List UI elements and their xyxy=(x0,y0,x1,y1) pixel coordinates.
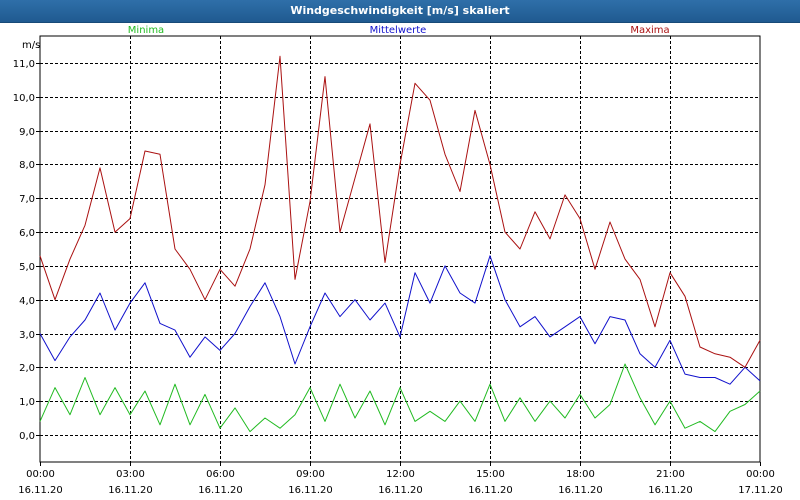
x-tick-date-label: 16.11.20 xyxy=(288,485,333,496)
window-title: Windgeschwindigkeit [m/s] skaliert xyxy=(0,0,800,23)
x-tick-date-label: 16.11.20 xyxy=(108,485,153,496)
x-tick-date-label: 16.11.20 xyxy=(18,485,63,496)
x-tick-time-label: 03:00 xyxy=(116,469,145,480)
legend-mittelwerte: Mittelwerte xyxy=(370,25,427,36)
x-tick-time-label: 00:00 xyxy=(746,469,775,480)
y-tick-label: 6,0 xyxy=(19,228,35,239)
x-tick-date-label: 17.11.20 xyxy=(738,485,783,496)
x-tick-time-label: 06:00 xyxy=(206,469,235,480)
x-tick-date-label: 16.11.20 xyxy=(648,485,693,496)
x-tick-time-label: 15:00 xyxy=(476,469,505,480)
x-tick-time-label: 00:00 xyxy=(26,469,55,480)
y-tick-label: 3,0 xyxy=(19,330,35,341)
y-tick-label: 11,0 xyxy=(13,59,35,70)
series-line-maxima xyxy=(39,55,761,368)
x-tick-time-label: 09:00 xyxy=(296,469,325,480)
x-tick-date-label: 16.11.20 xyxy=(378,485,423,496)
x-tick-time-label: 21:00 xyxy=(656,469,685,480)
legend: Minima Mittelwerte Maxima xyxy=(128,25,670,36)
axes: 0,0 1,0 2,0 3,0 4,0 5,0 6,0 7,0 8,0 9,0 10,0 11,0 00… xyxy=(13,59,783,496)
y-tick-label: 1,0 xyxy=(19,397,35,408)
x-tick-time-label: 18:00 xyxy=(566,469,595,480)
legend-maxima: Maxima xyxy=(630,25,669,36)
x-tick-date-label: 16.11.20 xyxy=(468,485,513,496)
series-lines xyxy=(39,55,761,433)
series-line-minima xyxy=(39,363,761,433)
y-tick-label: 10,0 xyxy=(13,93,35,104)
y-tick-label: 5,0 xyxy=(19,262,35,273)
x-tick-date-label: 16.11.20 xyxy=(198,485,243,496)
y-tick-label: 0,0 xyxy=(19,431,35,442)
y-axis-label: m/s xyxy=(22,40,40,51)
x-tick-time-label: 12:00 xyxy=(386,469,415,480)
y-tick-label: 8,0 xyxy=(19,160,35,171)
y-tick-label: 7,0 xyxy=(19,194,35,205)
y-tick-label: 9,0 xyxy=(19,127,35,138)
y-tick-label: 2,0 xyxy=(19,363,35,374)
series-line-mittelwerte xyxy=(39,255,761,385)
y-tick-label: 4,0 xyxy=(19,296,35,307)
legend-minima: Minima xyxy=(128,25,164,36)
x-tick-date-label: 16.11.20 xyxy=(558,485,603,496)
